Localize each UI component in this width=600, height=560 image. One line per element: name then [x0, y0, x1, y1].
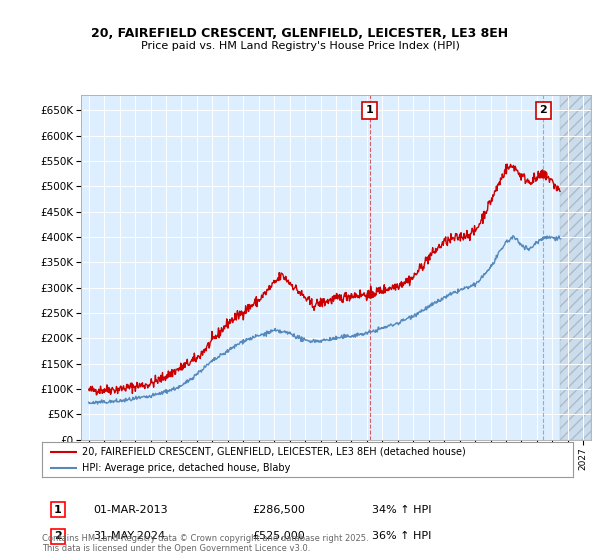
Text: 2: 2: [539, 105, 547, 115]
Text: £525,000: £525,000: [252, 531, 305, 542]
Text: 20, FAIREFIELD CRESCENT, GLENFIELD, LEICESTER, LE3 8EH (detached house): 20, FAIREFIELD CRESCENT, GLENFIELD, LEIC…: [82, 447, 466, 457]
Text: 34% ↑ HPI: 34% ↑ HPI: [372, 505, 431, 515]
Text: 2: 2: [54, 531, 62, 542]
Text: Contains HM Land Registry data © Crown copyright and database right 2025.
This d: Contains HM Land Registry data © Crown c…: [42, 534, 368, 553]
Text: £286,500: £286,500: [252, 505, 305, 515]
Text: 1: 1: [54, 505, 62, 515]
Text: 31-MAY-2024: 31-MAY-2024: [93, 531, 165, 542]
Text: HPI: Average price, detached house, Blaby: HPI: Average price, detached house, Blab…: [82, 463, 290, 473]
Text: Price paid vs. HM Land Registry's House Price Index (HPI): Price paid vs. HM Land Registry's House …: [140, 41, 460, 52]
Text: 1: 1: [365, 105, 373, 115]
Text: 36% ↑ HPI: 36% ↑ HPI: [372, 531, 431, 542]
Text: 01-MAR-2013: 01-MAR-2013: [93, 505, 167, 515]
Text: 20, FAIREFIELD CRESCENT, GLENFIELD, LEICESTER, LE3 8EH: 20, FAIREFIELD CRESCENT, GLENFIELD, LEIC…: [91, 27, 509, 40]
